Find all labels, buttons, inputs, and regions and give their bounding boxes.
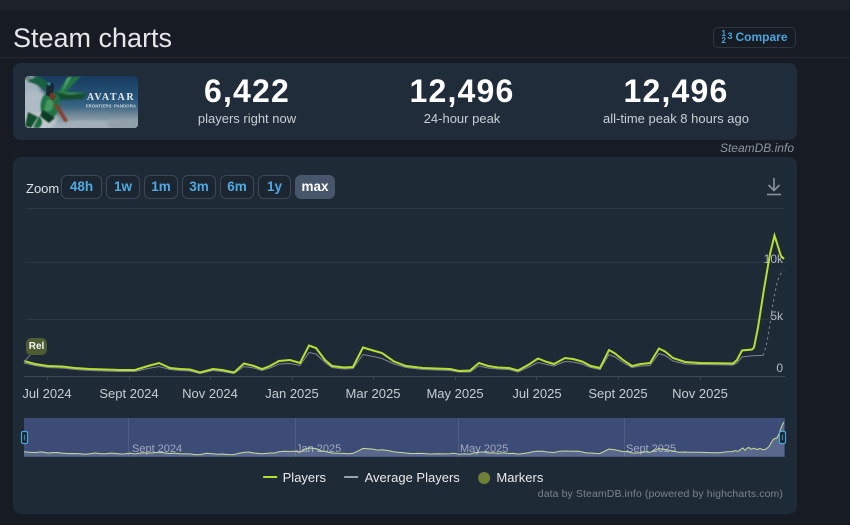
svg-text:AVATAR: AVATAR xyxy=(87,92,135,103)
svg-text:FRONTIERS · PANDORA: FRONTIERS · PANDORA xyxy=(86,104,136,109)
